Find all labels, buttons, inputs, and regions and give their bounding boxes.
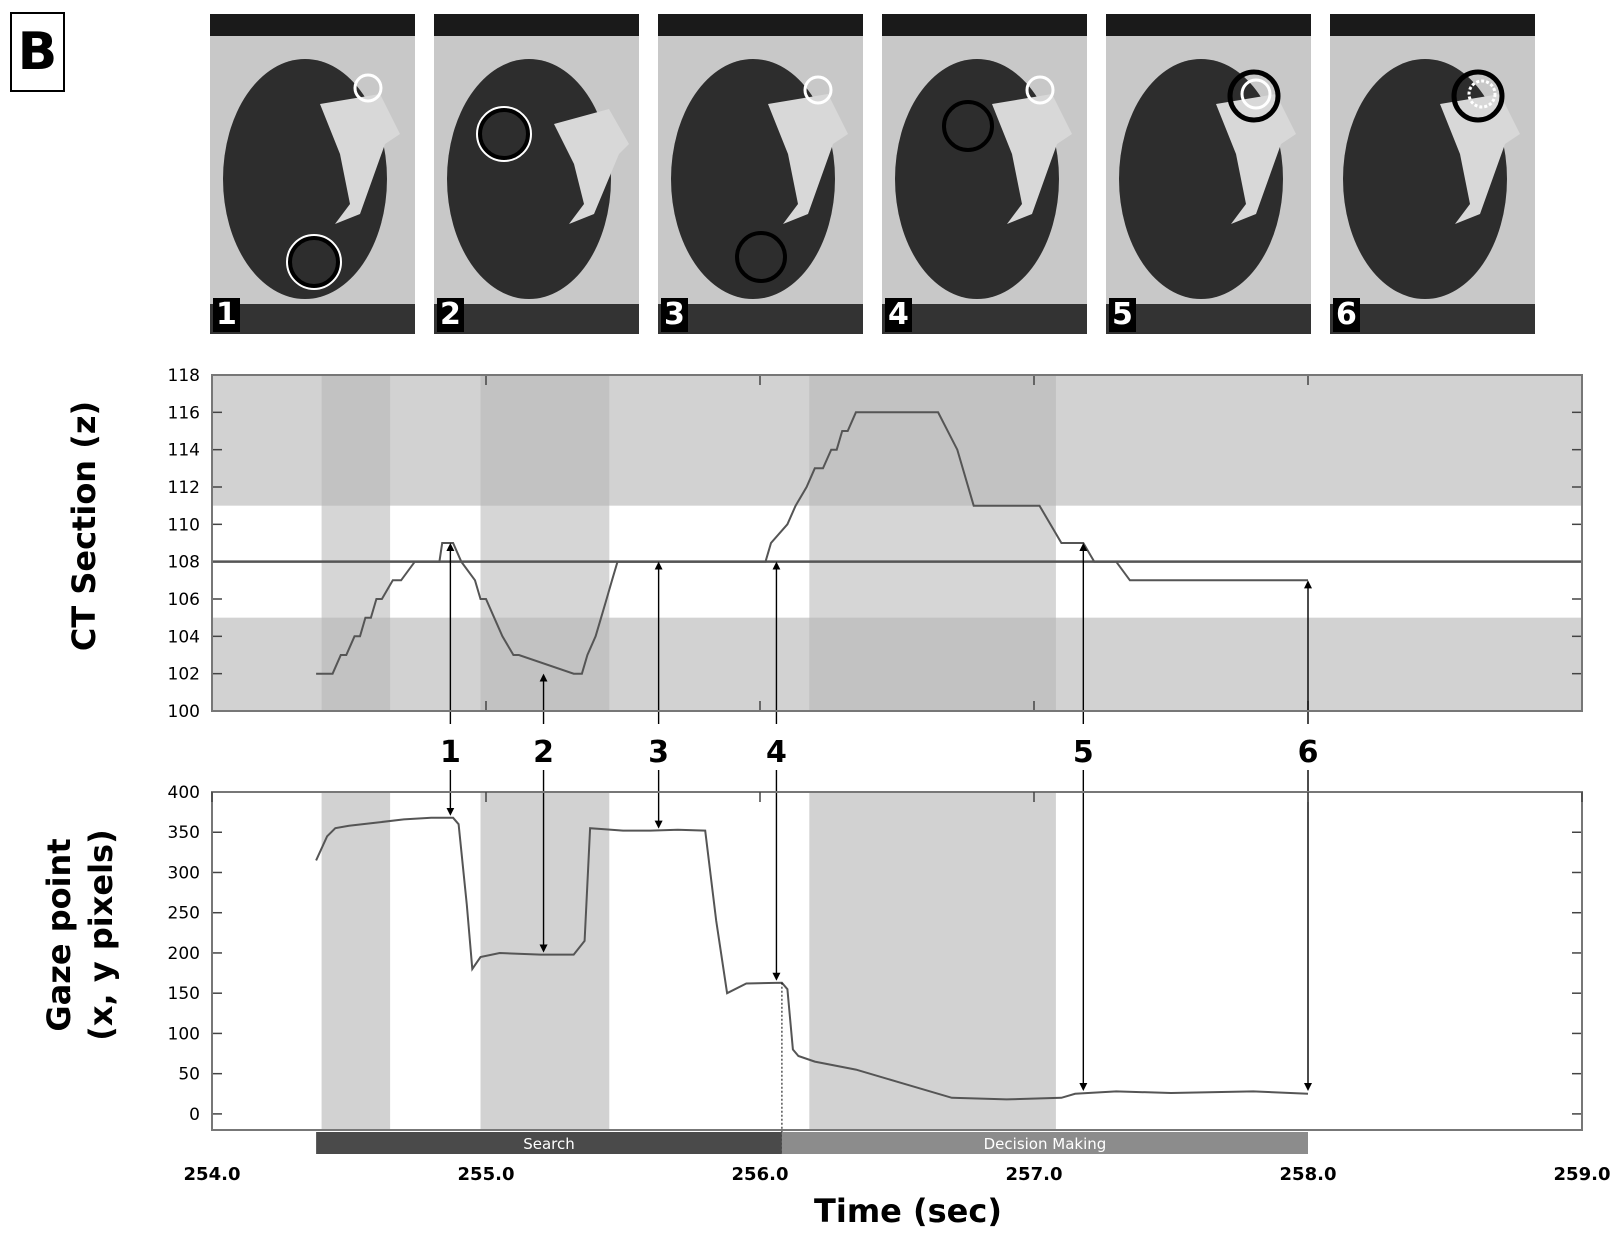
ct-thumbnail-number: 1	[213, 298, 240, 332]
ct-section-series	[212, 411, 1582, 675]
gaze-point-tick-label: 300	[168, 863, 200, 883]
ct-section-line	[316, 411, 1308, 675]
time-x-axis-title: Time (sec)	[814, 1192, 1002, 1230]
phase-bar: Search Decision Making	[316, 1132, 1308, 1154]
gaze-point-tick-label: 150	[168, 984, 200, 1004]
ct-thumbnail-2: 2	[434, 14, 639, 334]
callout-number-4: 4	[766, 735, 787, 770]
gaze-point-tick-label: 400	[168, 783, 200, 803]
phase-label-0: Search	[523, 1135, 575, 1153]
ct-section-tick-label: 100	[168, 702, 200, 722]
ct-section-chart: 100 102 104 106 108 110 112 114 116 118	[168, 366, 1583, 724]
gaze-point-tick-label: 0	[189, 1105, 200, 1125]
ct-section-shaded-interval	[809, 375, 1056, 711]
ct-section-tick-label: 104	[168, 627, 200, 647]
ct-section-tick-label: 114	[168, 441, 200, 461]
ct-section-background	[212, 375, 1582, 711]
time-x-ticks: 254.0 255.0 256.0 257.0 258.0 259.0	[184, 792, 1611, 1185]
callout-number-5: 5	[1073, 735, 1094, 770]
phase-label-1: Decision Making	[984, 1135, 1107, 1153]
callout-number-1: 1	[440, 735, 461, 770]
gaze-point-plot-frame	[211, 791, 1583, 1131]
gaze-point-series	[315, 816, 1309, 1154]
time-x-tick-label: 258.0	[1280, 1164, 1337, 1185]
ct-section-y-axis-title: CT Section (z)	[65, 401, 103, 651]
callout-number-3: 3	[648, 735, 669, 770]
time-x-tick-label: 254.0	[184, 1164, 241, 1185]
panel-label: B	[10, 12, 65, 92]
phase-segment-0	[316, 1132, 782, 1154]
ct-thumbnail-4: 4	[882, 14, 1087, 334]
gaze-point-chart: 0 50 100 150 200 250 300 350 400	[168, 770, 1583, 1154]
gaze-point-tick-label: 100	[168, 1024, 200, 1044]
gaze-point-shaded-interval	[480, 792, 610, 1130]
ct-thumbnail-number: 2	[437, 298, 464, 332]
gaze-point-tick-label: 200	[168, 944, 200, 964]
ct-thumbnail-number: 5	[1109, 298, 1136, 332]
ct-thumbnail-number: 6	[1333, 298, 1360, 332]
time-x-tick-label: 256.0	[732, 1164, 789, 1185]
callout-numbers: 1 2 3 4 5 6	[440, 735, 1318, 770]
ct-section-tick-label: 102	[168, 665, 200, 685]
gaze-point-tick-label: 350	[168, 823, 200, 843]
gaze-point-tick-label: 250	[168, 904, 200, 924]
ct-thumbnail-3: 3	[658, 14, 863, 334]
ct-section-annotations	[446, 543, 1312, 724]
ct-section-tick-label: 108	[168, 553, 200, 573]
ct-thumbnail-number: 3	[661, 298, 688, 332]
ct-section-tick-label: 110	[168, 515, 200, 535]
gaze-point-y-axis-title: Gaze point	[40, 838, 78, 1031]
ct-thumbnail-6: 6	[1330, 14, 1535, 334]
ct-section-shaded-interval	[480, 375, 610, 711]
gaze-point-line	[315, 816, 1309, 1101]
callout-number-2: 2	[533, 735, 554, 770]
ct-section-tick-label: 118	[168, 366, 200, 386]
gaze-point-background	[212, 792, 1582, 1130]
phase-segment-1	[781, 1132, 1308, 1154]
gaze-point-y-ticks: 0 50 100 150 200 250 300 350 400	[168, 783, 1582, 1125]
ct-thumbnail-1: 1	[210, 14, 415, 334]
gaze-point-shaded-interval	[809, 792, 1056, 1130]
time-x-tick-label: 257.0	[1006, 1164, 1063, 1185]
time-x-tick-label: 255.0	[458, 1164, 515, 1185]
gaze-point-annotations	[446, 770, 1312, 1091]
ct-section-tick-label: 116	[168, 403, 200, 423]
ct-thumbnail-5: 5	[1106, 14, 1311, 334]
ct-section-plot-frame	[211, 374, 1583, 712]
gaze-point-tick-label: 50	[178, 1065, 200, 1085]
ct-section-tick-label: 112	[168, 478, 200, 498]
time-x-tick-label: 259.0	[1554, 1164, 1611, 1185]
ct-section-tick-label: 106	[168, 590, 200, 610]
gaze-point-shaded-interval	[321, 792, 391, 1130]
callout-number-6: 6	[1298, 735, 1319, 770]
ct-thumbnail-number: 4	[885, 298, 912, 332]
gaze-point-y-axis-subtitle: (x, y pixels)	[82, 829, 120, 1040]
ct-section-shaded-interval	[321, 375, 391, 711]
